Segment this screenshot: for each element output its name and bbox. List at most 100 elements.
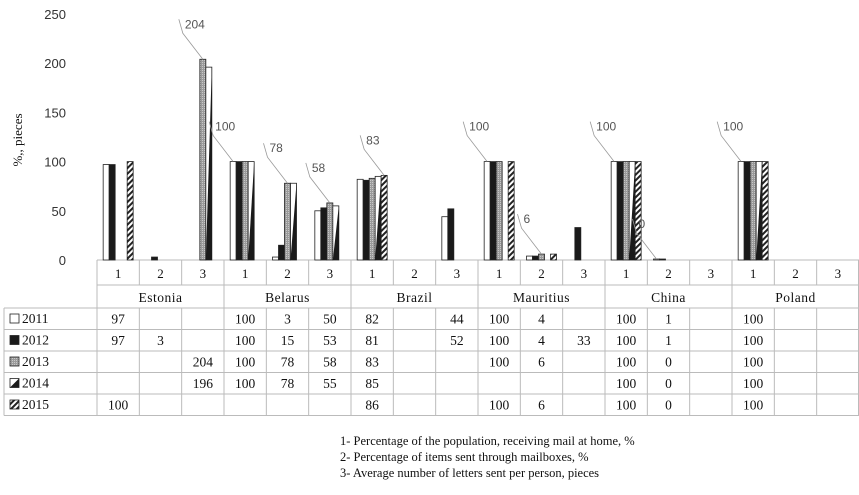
bar <box>126 161 134 261</box>
table-cell: 100 <box>235 312 256 327</box>
bar <box>628 161 636 261</box>
y-tick-label: 100 <box>44 155 66 170</box>
sub-label: 1 <box>115 266 122 281</box>
data-table: 1 2 3 Estonia 1 2 3 Belarus 1 2 3 Brazil 1 2 3 Mauritiu… <box>9 266 842 413</box>
table-cell: 6 <box>538 398 545 413</box>
callout: 100 <box>716 120 744 162</box>
table-cell: 81 <box>365 333 379 348</box>
group-label: Estonia <box>139 290 183 305</box>
svg-text:83: 83 <box>366 133 380 147</box>
svg-text:78: 78 <box>270 141 284 155</box>
table-cell: 44 <box>450 312 464 327</box>
bar <box>538 253 545 261</box>
bar <box>659 258 666 261</box>
bar <box>241 161 249 261</box>
table-cell: 33 <box>577 333 591 348</box>
group-label: Belarus <box>265 290 310 305</box>
sub-label: 1 <box>623 266 630 281</box>
table-cell: 50 <box>323 312 337 327</box>
bar <box>235 161 243 261</box>
legend-label: 2014 <box>22 376 49 391</box>
bar <box>356 178 364 261</box>
sub-label: 3 <box>200 266 207 281</box>
group-label: Brazil <box>397 290 433 305</box>
y-tick-label: 0 <box>59 253 66 268</box>
table-cell: 100 <box>489 355 510 370</box>
table-cell: 100 <box>489 333 510 348</box>
group-label: Poland <box>775 290 816 305</box>
bar <box>447 208 455 261</box>
sub-label: 1 <box>496 266 503 281</box>
sub-label: 3 <box>835 266 842 281</box>
callout: 100 <box>589 120 617 162</box>
bar <box>205 66 213 261</box>
table-cell: 100 <box>108 398 129 413</box>
table-cell: 55 <box>323 376 337 391</box>
legend-key <box>9 335 20 345</box>
callouts: 204 100 78 58 83 100 6 100 0 100 <box>178 17 744 260</box>
sub-label: 2 <box>157 266 164 281</box>
callout: 100 <box>462 120 490 162</box>
callout: 6 <box>517 212 542 255</box>
bar <box>634 161 642 261</box>
table-cell: 100 <box>616 376 637 391</box>
table-cell: 0 <box>665 398 672 413</box>
table-cell: 85 <box>365 376 379 391</box>
sub-label: 2 <box>538 266 545 281</box>
bar <box>495 161 503 261</box>
table-cell: 86 <box>365 398 379 413</box>
bar <box>229 161 237 261</box>
y-axis: 0 50 100 150 200 250 <box>44 7 66 268</box>
bar <box>151 256 158 261</box>
sub-label: 2 <box>284 266 291 281</box>
callout: 58 <box>305 161 331 204</box>
table-cell: 100 <box>235 376 256 391</box>
bar <box>199 58 207 261</box>
legend-key <box>9 356 20 367</box>
callout: 100 <box>208 120 236 162</box>
bar <box>507 161 515 261</box>
table-cell: 78 <box>281 376 295 391</box>
sub-label: 2 <box>792 266 799 281</box>
note-2: 2- Percentage of items sent through mail… <box>340 450 589 464</box>
callout: 204 <box>178 17 205 60</box>
bar <box>314 210 322 261</box>
sub-label: 3 <box>454 266 461 281</box>
sub-label: 1 <box>369 266 376 281</box>
sub-label: 3 <box>581 266 588 281</box>
bar <box>737 161 745 261</box>
bar <box>284 182 291 261</box>
y-tick-label: 200 <box>44 56 66 71</box>
table-cell: 52 <box>450 333 464 348</box>
bar <box>532 255 539 261</box>
bar <box>749 161 757 261</box>
bar <box>550 253 557 261</box>
table-cell: 100 <box>489 398 510 413</box>
table-cell: 78 <box>281 355 295 370</box>
bar <box>743 161 751 261</box>
svg-text:100: 100 <box>215 120 235 134</box>
group-label: China <box>651 290 686 305</box>
group-label: Mauritius <box>513 290 570 305</box>
note-1: 1- Percentage of the population, receivi… <box>340 434 635 448</box>
bar <box>755 161 763 261</box>
legend-label: 2015 <box>22 397 49 412</box>
callout: 78 <box>263 141 288 184</box>
bar <box>616 161 624 261</box>
table-cell: 100 <box>489 312 510 327</box>
svg-text:204: 204 <box>185 17 205 31</box>
bar <box>622 161 630 261</box>
table-cell: 204 <box>193 355 214 370</box>
sub-label: 2 <box>665 266 672 281</box>
table-cell: 100 <box>743 333 764 348</box>
table-cell: 100 <box>235 333 256 348</box>
table-cell: 3 <box>284 312 291 327</box>
bar <box>526 255 533 261</box>
callout: 0 <box>632 217 657 260</box>
table-cell: 4 <box>538 312 545 327</box>
table-cell: 53 <box>323 333 337 348</box>
y-tick-label: 150 <box>44 105 66 120</box>
table-cell: 100 <box>616 312 637 327</box>
bar <box>278 244 285 261</box>
